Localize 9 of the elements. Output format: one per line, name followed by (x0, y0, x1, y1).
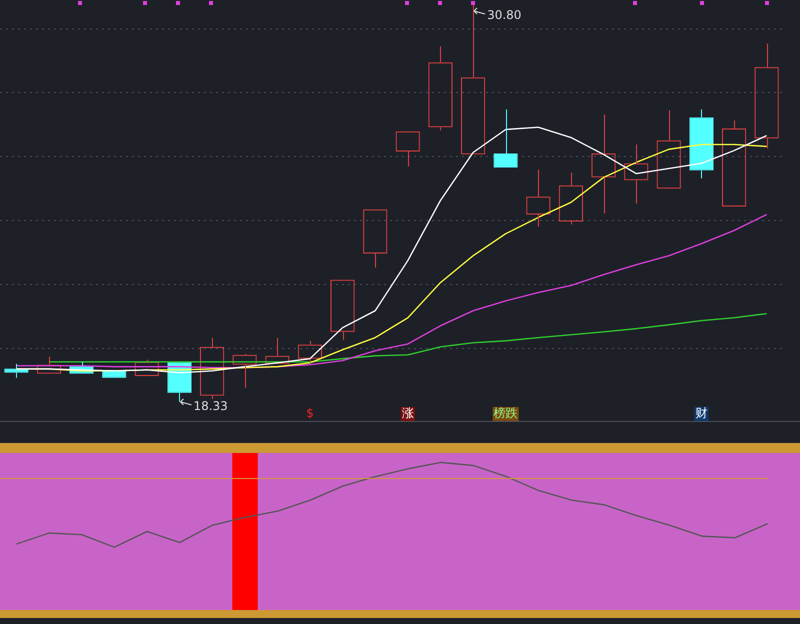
annotation: 18.33 (193, 398, 228, 413)
candlestick (4, 363, 28, 378)
candlestick (494, 108, 518, 168)
annotation: 涨 (402, 406, 414, 420)
annotation: 榜跌 (494, 406, 518, 420)
annotation: 30.80 (487, 8, 522, 22)
annotation: $ (306, 406, 314, 420)
annotation: 财 (695, 406, 708, 420)
candlestick (689, 108, 714, 179)
